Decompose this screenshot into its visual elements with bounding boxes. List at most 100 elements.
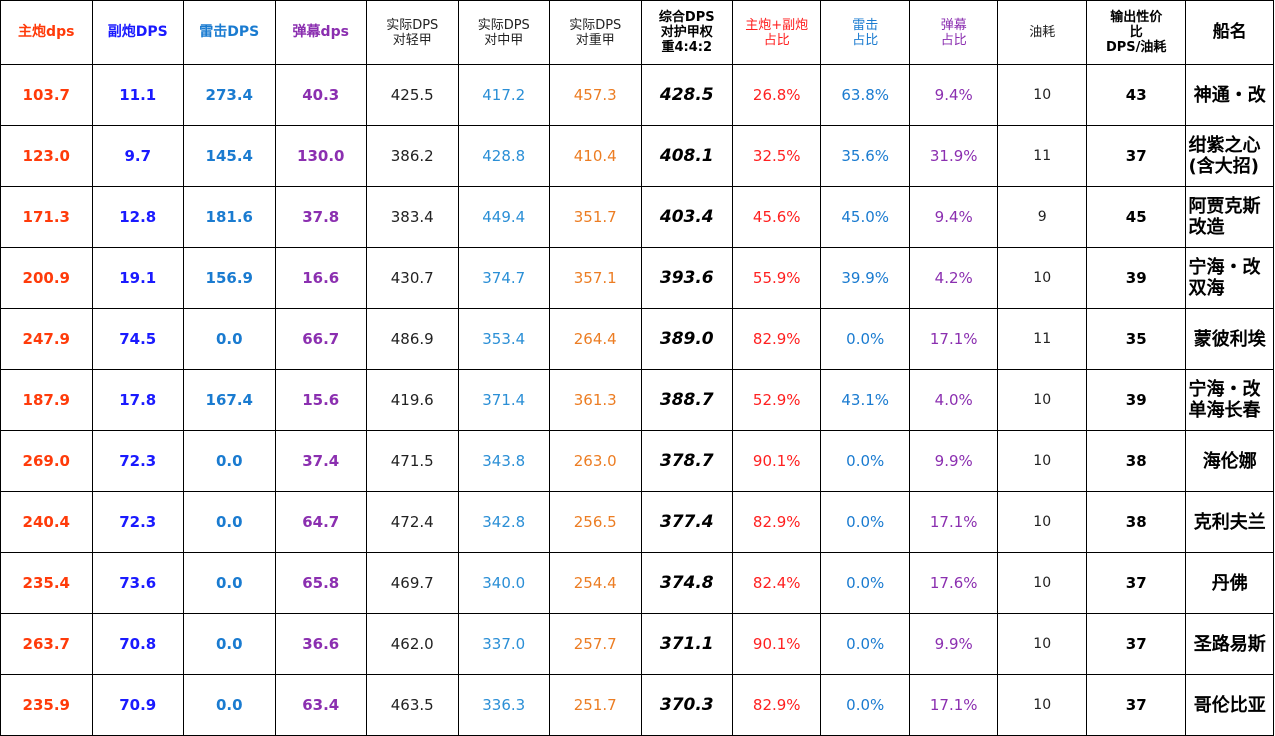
barrage-share-cell: 17.1% (908, 491, 999, 553)
fuel-cell: 10 (997, 369, 1087, 431)
composite-dps-cell: 408.1 (640, 125, 733, 187)
dps-heavy-cell: 457.3 (549, 64, 642, 126)
torpedo-share-cell: 0.0% (820, 613, 910, 675)
cost-efficiency-cell: 38 (1085, 430, 1187, 492)
secondary-dps-cell: 9.7 (91, 125, 184, 187)
ship-name-cell: 阿贾克斯 改造 (1185, 186, 1274, 248)
torpedo-share-cell: 43.1% (820, 369, 910, 431)
barrage-share-cell: 17.1% (908, 674, 999, 736)
main-dps-cell: 240.4 (0, 491, 93, 553)
dps-light-cell: 469.7 (366, 552, 459, 614)
table-row: 187.9 17.8 167.4 15.6 419.6 371.4 361.3 … (0, 369, 1274, 431)
barrage-dps-cell: 16.6 (274, 247, 367, 309)
fuel-cell: 10 (997, 491, 1087, 553)
composite-dps-cell: 374.8 (640, 552, 733, 614)
header-cost-efficiency: 输出性价 比 DPS/油耗 (1085, 0, 1187, 65)
dps-medium-cell: 371.4 (457, 369, 550, 431)
secondary-dps-cell: 11.1 (91, 64, 184, 126)
cost-efficiency-cell: 35 (1085, 308, 1187, 370)
dps-heavy-cell: 351.7 (549, 186, 642, 248)
main-dps-cell: 187.9 (0, 369, 93, 431)
ship-name-cell: 宁海・改 单海长春 (1185, 369, 1274, 431)
dps-medium-cell: 449.4 (457, 186, 550, 248)
barrage-share-cell: 4.0% (908, 369, 999, 431)
dps-medium-cell: 428.8 (457, 125, 550, 187)
ship-name-cell: 丹佛 (1185, 552, 1274, 614)
dps-heavy-cell: 257.7 (549, 613, 642, 675)
header-torpedo-dps: 雷击DPS (183, 0, 276, 65)
barrage-share-cell: 9.9% (908, 430, 999, 492)
header-torpedo-share: 雷击 占比 (820, 0, 910, 65)
dps-heavy-cell: 264.4 (549, 308, 642, 370)
fuel-cell: 10 (997, 552, 1087, 614)
dps-heavy-cell: 254.4 (549, 552, 642, 614)
dps-heavy-cell: 410.4 (549, 125, 642, 187)
cost-efficiency-cell: 39 (1085, 247, 1187, 309)
dps-medium-cell: 374.7 (457, 247, 550, 309)
main-dps-cell: 103.7 (0, 64, 93, 126)
torpedo-dps-cell: 0.0 (183, 491, 276, 553)
dps-medium-cell: 342.8 (457, 491, 550, 553)
header-barrage-dps: 弹幕dps (274, 0, 367, 65)
table-row: 247.9 74.5 0.0 66.7 486.9 353.4 264.4 38… (0, 308, 1274, 370)
ship-name-cell: 圣路易斯 (1185, 613, 1274, 675)
barrage-share-cell: 17.6% (908, 552, 999, 614)
dps-heavy-cell: 357.1 (549, 247, 642, 309)
fuel-cell: 10 (997, 674, 1087, 736)
dps-medium-cell: 353.4 (457, 308, 550, 370)
composite-dps-cell: 428.5 (640, 64, 733, 126)
torpedo-dps-cell: 0.0 (183, 552, 276, 614)
barrage-dps-cell: 40.3 (274, 64, 367, 126)
torpedo-dps-cell: 0.0 (183, 613, 276, 675)
gun-share-cell: 90.1% (731, 613, 822, 675)
header-fuel: 油耗 (997, 0, 1087, 65)
header-secondary-dps: 副炮DPS (91, 0, 184, 65)
ship-name-cell: 哥伦比亚 (1185, 674, 1274, 736)
barrage-share-cell: 4.2% (908, 247, 999, 309)
table-row: 200.9 19.1 156.9 16.6 430.7 374.7 357.1 … (0, 247, 1274, 309)
gun-share-cell: 82.4% (731, 552, 822, 614)
dps-medium-cell: 336.3 (457, 674, 550, 736)
main-dps-cell: 263.7 (0, 613, 93, 675)
torpedo-share-cell: 0.0% (820, 491, 910, 553)
torpedo-dps-cell: 167.4 (183, 369, 276, 431)
ship-name-cell: 绀紫之心 (含大招) (1185, 125, 1274, 187)
cost-efficiency-cell: 37 (1085, 552, 1187, 614)
ship-name-cell: 海伦娜 (1185, 430, 1274, 492)
barrage-dps-cell: 66.7 (274, 308, 367, 370)
table-row: 171.3 12.8 181.6 37.8 383.4 449.4 351.7 … (0, 186, 1274, 248)
cost-efficiency-cell: 37 (1085, 674, 1187, 736)
dps-medium-cell: 337.0 (457, 613, 550, 675)
secondary-dps-cell: 72.3 (91, 491, 184, 553)
header-dps-vs-medium: 实际DPS 对中甲 (457, 0, 550, 65)
torpedo-dps-cell: 0.0 (183, 430, 276, 492)
dps-heavy-cell: 256.5 (549, 491, 642, 553)
header-main-dps: 主炮dps (0, 0, 93, 65)
fuel-cell: 10 (997, 64, 1087, 126)
cost-efficiency-cell: 37 (1085, 125, 1187, 187)
barrage-dps-cell: 36.6 (274, 613, 367, 675)
fuel-cell: 10 (997, 613, 1087, 675)
torpedo-dps-cell: 273.4 (183, 64, 276, 126)
barrage-dps-cell: 37.4 (274, 430, 367, 492)
torpedo-share-cell: 0.0% (820, 674, 910, 736)
table-body: 103.7 11.1 273.4 40.3 425.5 417.2 457.3 … (0, 64, 1274, 736)
barrage-share-cell: 9.4% (908, 186, 999, 248)
ship-name-cell: 宁海・改 双海 (1185, 247, 1274, 309)
barrage-dps-cell: 37.8 (274, 186, 367, 248)
dps-light-cell: 463.5 (366, 674, 459, 736)
fuel-cell: 11 (997, 308, 1087, 370)
dps-light-cell: 383.4 (366, 186, 459, 248)
header-ship-name: 船名 (1185, 0, 1274, 65)
gun-share-cell: 32.5% (731, 125, 822, 187)
barrage-dps-cell: 65.8 (274, 552, 367, 614)
secondary-dps-cell: 17.8 (91, 369, 184, 431)
header-dps-vs-heavy: 实际DPS 对重甲 (549, 0, 642, 65)
main-dps-cell: 123.0 (0, 125, 93, 187)
header-row: 主炮dps 副炮DPS 雷击DPS 弹幕dps 实际DPS 对轻甲 实际DPS … (0, 0, 1274, 65)
gun-share-cell: 82.9% (731, 491, 822, 553)
cost-efficiency-cell: 45 (1085, 186, 1187, 248)
table-row: 269.0 72.3 0.0 37.4 471.5 343.8 263.0 37… (0, 430, 1274, 492)
dps-light-cell: 462.0 (366, 613, 459, 675)
secondary-dps-cell: 70.9 (91, 674, 184, 736)
